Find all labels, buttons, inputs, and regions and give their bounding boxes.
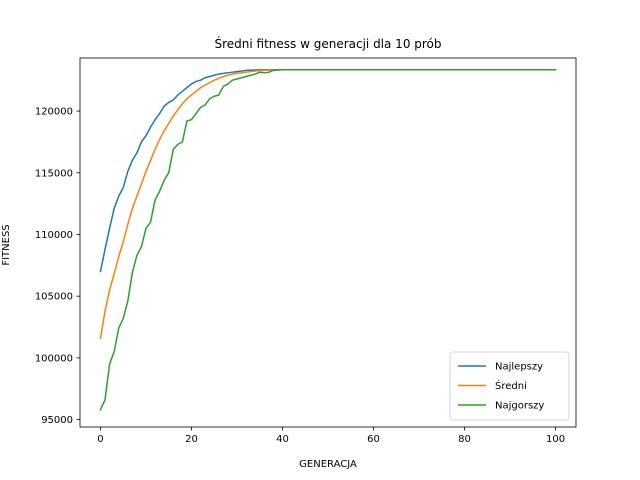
plot-frame [79, 57, 577, 428]
series-line-1 [99, 68, 557, 340]
y-tick-label-1: 100000 [35, 353, 73, 364]
y-tick-label-2: 105000 [35, 292, 73, 303]
y-tick-label-3: 110000 [35, 230, 73, 241]
x-tick-label-1: 20 [185, 434, 198, 445]
x-tick-label-0: 0 [97, 434, 103, 445]
legend: Najlepszy Średni Najgorszy [449, 351, 570, 421]
series-layer [99, 68, 557, 411]
legend-box [449, 351, 570, 421]
x-tick-label-2: 40 [276, 434, 289, 445]
y-tick-label-5: 120000 [35, 107, 73, 118]
legend-label-1: Średni [495, 379, 527, 392]
series-line-0 [99, 68, 557, 273]
x-tick-label-3: 60 [367, 434, 380, 445]
chart-title: Średni fitness w generacji dla 10 prób [214, 36, 441, 51]
legend-label-2: Najgorszy [495, 401, 544, 412]
x-tick-label-5: 100 [546, 434, 565, 445]
legend-label-0: Najlepszy [495, 362, 543, 373]
x-tick-label-4: 80 [458, 434, 471, 445]
x-axis-label: GENERACJA [299, 459, 357, 470]
y-tick-label-4: 115000 [35, 168, 73, 179]
y-axis-label: FITNESS [1, 224, 12, 265]
series-line-2 [99, 68, 557, 411]
axes-layer: 0 20 40 60 80 100 95000 100000 105000 110000 11500… [35, 57, 577, 445]
y-tick-label-0: 95000 [41, 415, 73, 426]
